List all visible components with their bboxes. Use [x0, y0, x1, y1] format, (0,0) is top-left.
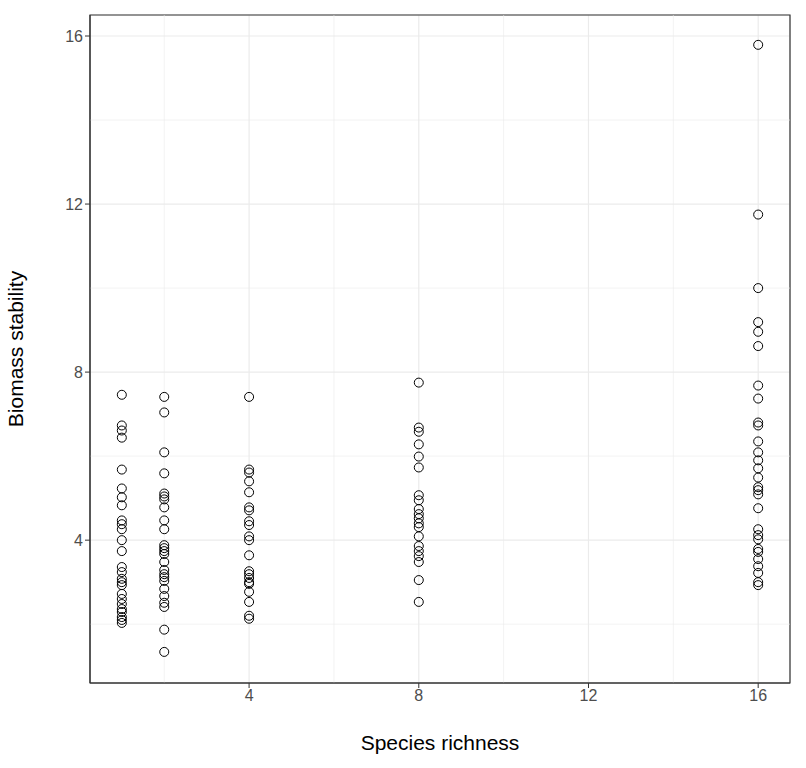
svg-text:4: 4	[74, 532, 83, 549]
svg-text:4: 4	[245, 687, 254, 704]
svg-text:8: 8	[414, 687, 423, 704]
svg-text:16: 16	[749, 687, 767, 704]
svg-text:16: 16	[65, 28, 83, 45]
svg-text:Species richness: Species richness	[361, 731, 520, 754]
svg-text:Biomass stability: Biomass stability	[8, 270, 27, 427]
svg-text:12: 12	[65, 196, 83, 213]
svg-text:12: 12	[580, 687, 598, 704]
svg-text:8: 8	[74, 364, 83, 381]
